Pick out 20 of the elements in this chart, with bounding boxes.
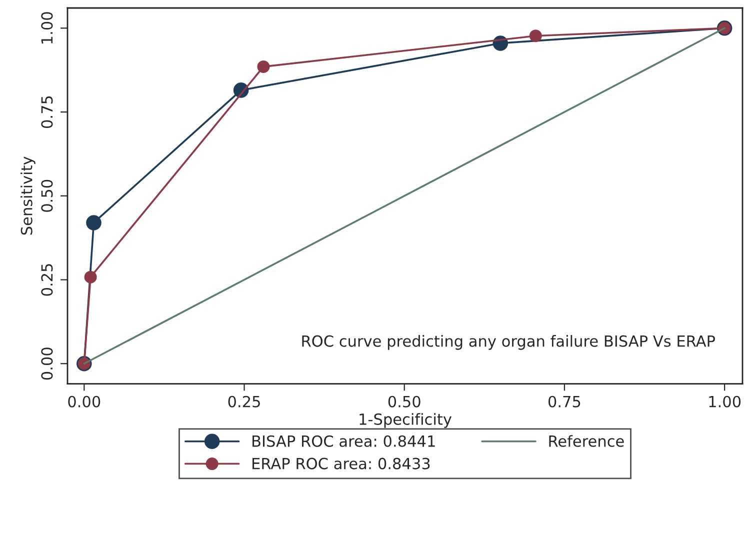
y-tick-label: 0.25 bbox=[41, 264, 53, 296]
x-tick-label: 0.25 bbox=[228, 396, 260, 408]
x-axis-title: 1-Specificity bbox=[360, 413, 452, 428]
y-axis-title: Sensitivity bbox=[20, 156, 36, 235]
point bbox=[529, 30, 542, 42]
x-tick-label: 0.00 bbox=[68, 396, 100, 408]
y-tick-label: 0.00 bbox=[41, 348, 53, 380]
point bbox=[86, 215, 102, 230]
y-tick-label: 1.00 bbox=[41, 12, 53, 44]
annotation: ROC curve predicting any organ failure BISAP Vs ERAP bbox=[302, 335, 715, 350]
legend-label: BISAP ROC area: 0.8441 bbox=[252, 435, 435, 447]
x-tick-label: 0.50 bbox=[388, 396, 420, 408]
y-tick-label: 0.75 bbox=[41, 96, 53, 128]
x-tick-label: 1.00 bbox=[709, 396, 741, 408]
y-tick-label: 0.50 bbox=[41, 180, 53, 212]
point bbox=[257, 60, 270, 73]
x-tick-label: 0.75 bbox=[548, 396, 580, 408]
legend-label: ERAP ROC area: 0.8433 bbox=[252, 458, 430, 470]
legend-label: Reference bbox=[549, 435, 624, 447]
point bbox=[84, 270, 97, 284]
